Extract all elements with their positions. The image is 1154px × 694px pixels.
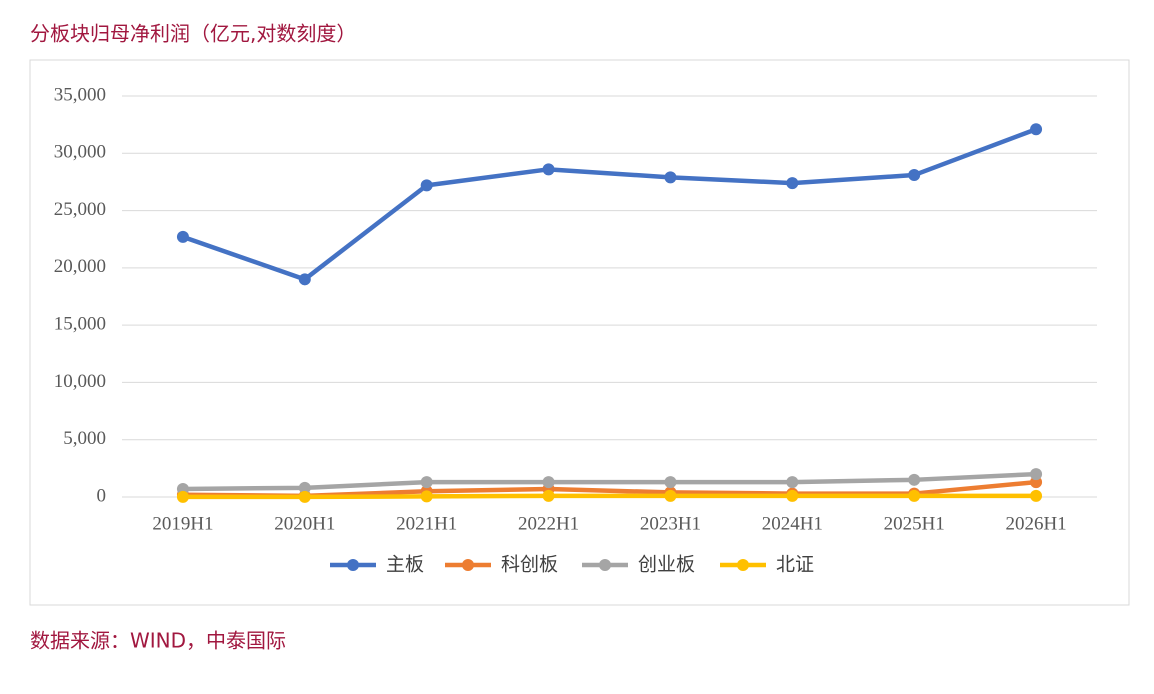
data-point: [542, 489, 555, 502]
x-tick-label: 2021H1: [396, 513, 457, 534]
data-point: [542, 476, 555, 489]
data-point: [420, 476, 433, 489]
x-tick-label: 2024H1: [762, 513, 823, 534]
data-point: [908, 169, 921, 182]
legend-marker: [599, 559, 611, 571]
series-line: [180, 471, 1039, 492]
y-tick-label: 35,000: [54, 84, 106, 105]
x-tick-label: 2022H1: [518, 513, 579, 534]
data-point: [786, 489, 799, 502]
data-point: [176, 490, 189, 503]
data-point: [664, 476, 677, 489]
data-point: [664, 171, 677, 184]
series-line: [180, 126, 1039, 282]
legend-label: 北证: [776, 554, 814, 576]
x-tick-label: 2019H1: [152, 513, 213, 534]
legend-label: 科创板: [501, 554, 558, 576]
data-point: [420, 179, 433, 192]
source-note: 数据来源：WIND，中泰国际: [30, 629, 286, 653]
legend-marker: [462, 559, 474, 571]
y-tick-label: 10,000: [54, 371, 106, 392]
legend-marker: [737, 559, 749, 571]
x-tick-label: 2025H1: [884, 513, 945, 534]
data-point: [1030, 123, 1043, 136]
y-tick-label: 5,000: [63, 428, 106, 449]
data-point: [1030, 468, 1043, 481]
data-point: [542, 163, 555, 176]
x-tick-label: 2020H1: [274, 513, 335, 534]
legend-marker: [347, 559, 359, 571]
chart-title: 分板块归母净利润（亿元,对数刻度）: [30, 22, 356, 46]
y-tick-label: 15,000: [54, 314, 106, 335]
data-point: [298, 481, 311, 494]
data-point: [786, 476, 799, 489]
data-point: [298, 273, 311, 286]
series-line: [180, 493, 1039, 500]
y-tick-label: 0: [97, 485, 107, 506]
data-point: [786, 177, 799, 190]
data-point: [420, 490, 433, 503]
data-point: [908, 489, 921, 502]
chart-frame: [29, 59, 1130, 606]
y-tick-label: 25,000: [54, 199, 106, 220]
data-point: [176, 230, 189, 243]
legend-label: 主板: [386, 554, 424, 576]
data-point: [1030, 489, 1043, 502]
y-tick-label: 30,000: [54, 142, 106, 163]
y-tick-label: 20,000: [54, 256, 106, 277]
x-tick-label: 2026H1: [1005, 513, 1066, 534]
data-point: [298, 490, 311, 503]
legend-label: 创业板: [638, 554, 695, 576]
data-point: [908, 473, 921, 486]
x-tick-label: 2023H1: [640, 513, 701, 534]
data-point: [664, 489, 677, 502]
